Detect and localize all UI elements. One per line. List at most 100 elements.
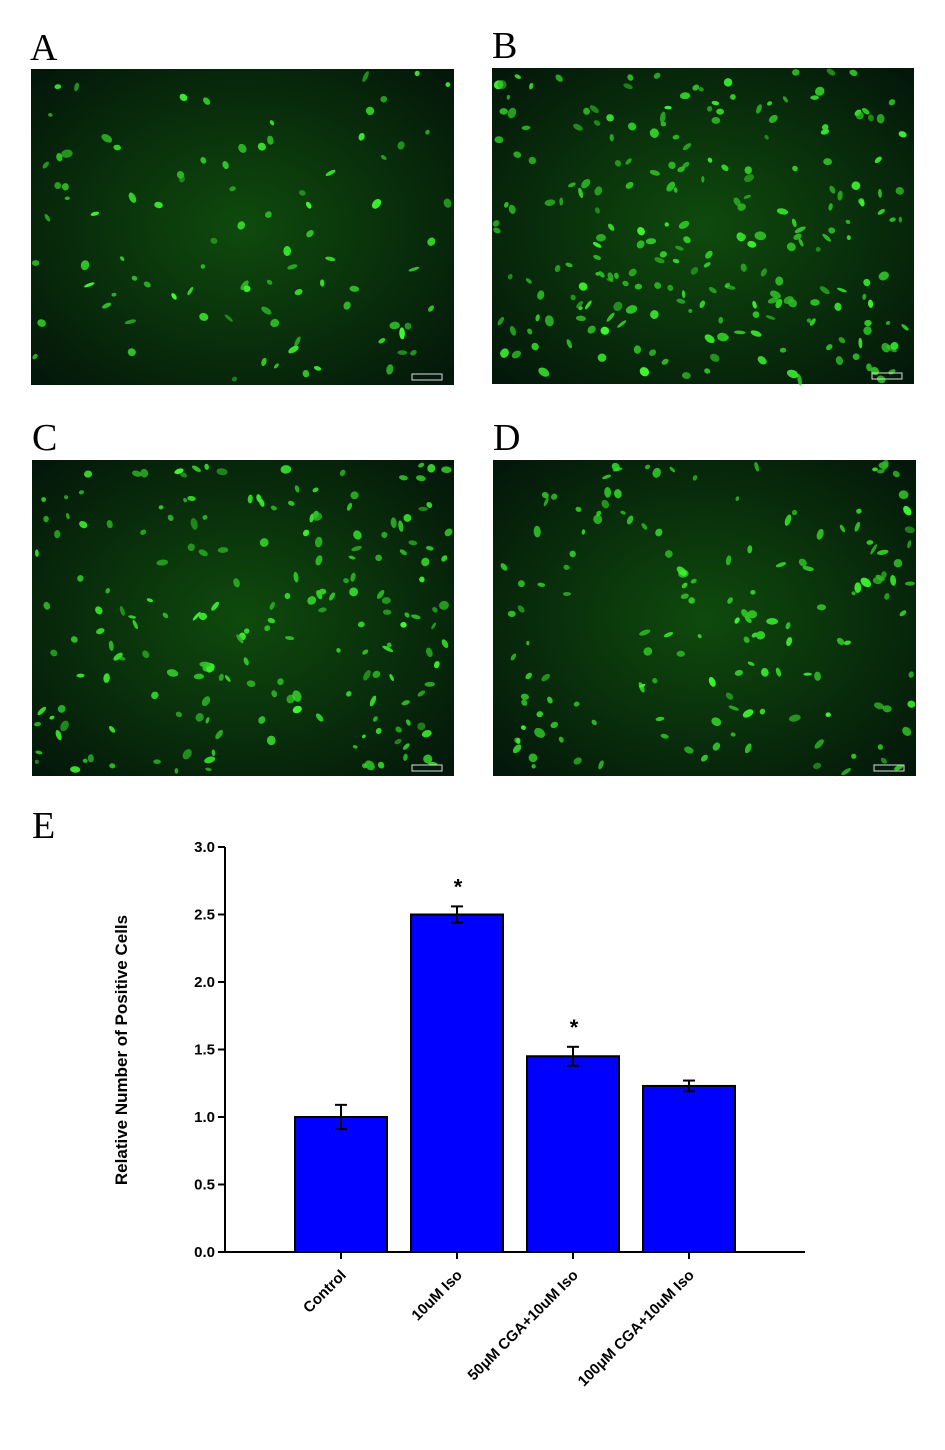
cell bbox=[705, 250, 713, 259]
cell bbox=[77, 575, 84, 582]
cell bbox=[500, 563, 508, 571]
cell bbox=[238, 143, 247, 153]
cell bbox=[604, 486, 612, 498]
cell bbox=[682, 161, 690, 168]
cell bbox=[271, 690, 278, 698]
cell bbox=[328, 592, 336, 601]
cell bbox=[299, 190, 306, 196]
cell bbox=[527, 328, 533, 335]
cell bbox=[131, 275, 138, 281]
cell bbox=[834, 302, 842, 311]
cell bbox=[851, 181, 861, 191]
cell bbox=[633, 345, 642, 354]
cell bbox=[907, 700, 916, 708]
cell bbox=[741, 609, 749, 618]
cell bbox=[858, 337, 863, 349]
cell bbox=[537, 582, 546, 587]
cell bbox=[649, 349, 657, 356]
cell bbox=[361, 734, 366, 739]
cell bbox=[203, 97, 211, 105]
panel-label: B bbox=[492, 25, 517, 67]
cell bbox=[898, 131, 907, 138]
cell bbox=[593, 254, 602, 260]
cell bbox=[210, 237, 218, 244]
cell bbox=[667, 284, 674, 291]
cell bbox=[266, 735, 276, 746]
cell bbox=[775, 667, 782, 677]
cell bbox=[265, 211, 272, 218]
cell bbox=[802, 566, 814, 571]
cell bbox=[555, 74, 563, 82]
cell bbox=[554, 265, 561, 273]
cell bbox=[243, 657, 249, 666]
cell bbox=[882, 705, 892, 713]
cell bbox=[862, 107, 870, 115]
cell bbox=[543, 497, 549, 507]
cell bbox=[874, 702, 885, 710]
cell bbox=[650, 310, 659, 320]
cell bbox=[48, 113, 53, 117]
cell bbox=[904, 526, 915, 534]
cell bbox=[601, 499, 610, 509]
cell bbox=[193, 673, 205, 680]
cell bbox=[146, 598, 154, 603]
cell bbox=[521, 699, 528, 706]
cell bbox=[175, 711, 183, 718]
cell bbox=[444, 528, 453, 537]
cell bbox=[613, 301, 623, 311]
cell bbox=[439, 600, 449, 610]
cell bbox=[312, 487, 319, 493]
cell bbox=[526, 640, 530, 646]
cell bbox=[826, 68, 836, 76]
cell bbox=[106, 520, 113, 529]
cell bbox=[786, 242, 796, 252]
cell bbox=[730, 94, 736, 100]
cell bbox=[315, 555, 323, 566]
cell bbox=[531, 764, 536, 769]
cell bbox=[628, 122, 637, 131]
cell bbox=[597, 353, 607, 362]
cell bbox=[273, 363, 279, 369]
cell bbox=[381, 531, 388, 539]
cell bbox=[418, 506, 429, 511]
cell bbox=[90, 211, 100, 216]
cell bbox=[541, 673, 551, 682]
cell bbox=[259, 538, 269, 547]
cell bbox=[608, 223, 615, 231]
cell bbox=[34, 759, 39, 764]
cell bbox=[211, 601, 220, 611]
cell bbox=[50, 649, 58, 657]
cell bbox=[497, 316, 505, 326]
cell bbox=[683, 236, 691, 244]
cell bbox=[810, 95, 819, 100]
cell bbox=[433, 661, 440, 669]
cell bbox=[587, 325, 596, 334]
cell bbox=[728, 705, 739, 711]
cell bbox=[294, 485, 300, 493]
cell bbox=[876, 549, 889, 555]
cell bbox=[426, 502, 433, 508]
cell bbox=[404, 612, 410, 618]
cell bbox=[775, 276, 784, 286]
cell bbox=[747, 610, 758, 619]
cell bbox=[247, 494, 253, 504]
cell bbox=[593, 514, 603, 524]
cell bbox=[614, 272, 619, 279]
cell bbox=[752, 300, 757, 309]
cell bbox=[190, 517, 198, 530]
cell bbox=[851, 591, 856, 596]
cell bbox=[757, 356, 767, 365]
cell bbox=[660, 733, 669, 739]
cell bbox=[676, 566, 687, 576]
cell bbox=[211, 749, 216, 757]
cell bbox=[639, 367, 650, 377]
cell bbox=[725, 692, 734, 700]
cell bbox=[128, 615, 137, 619]
cell bbox=[754, 461, 759, 472]
cell bbox=[520, 693, 529, 700]
cell bbox=[843, 640, 851, 645]
cell bbox=[270, 505, 277, 511]
cell bbox=[859, 199, 865, 207]
cell bbox=[512, 744, 522, 754]
cell bbox=[872, 467, 878, 472]
